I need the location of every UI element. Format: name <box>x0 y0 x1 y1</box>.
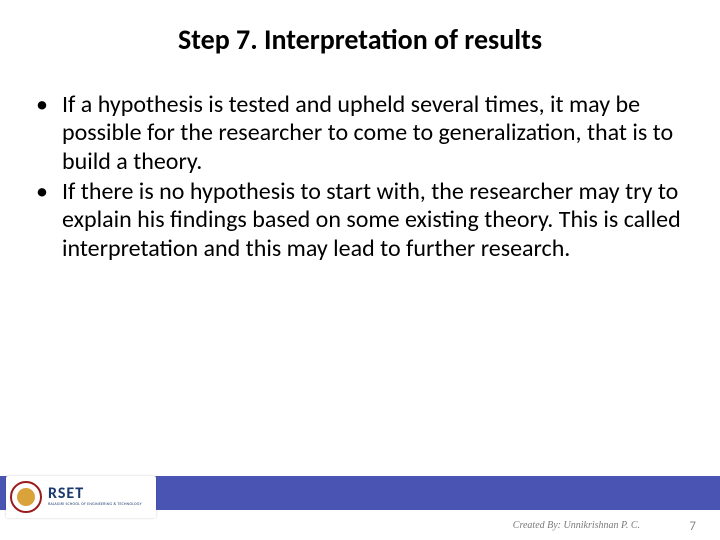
slide-title: Step 7. Interpretation of results <box>0 0 720 67</box>
logo-main-text: RSET <box>48 486 142 502</box>
logo: RSET RAJAGIRI SCHOOL OF ENGINEERING & TE… <box>6 476 156 518</box>
logo-text: RSET RAJAGIRI SCHOOL OF ENGINEERING & TE… <box>48 486 142 508</box>
slide-body: If a hypothesis is tested and upheld sev… <box>0 67 720 263</box>
credit-text: Created By: Unnikrishnan P. C. <box>513 520 640 531</box>
logo-sub-text: RAJAGIRI SCHOOL OF ENGINEERING & TECHNOL… <box>48 503 142 508</box>
page-number: 7 <box>689 519 696 534</box>
logo-seal-icon <box>10 481 42 513</box>
bullet-item: If a hypothesis is tested and upheld sev… <box>62 91 682 176</box>
bullet-item: If there is no hypothesis to start with,… <box>62 178 682 263</box>
slide: Step 7. Interpretation of results If a h… <box>0 0 720 540</box>
